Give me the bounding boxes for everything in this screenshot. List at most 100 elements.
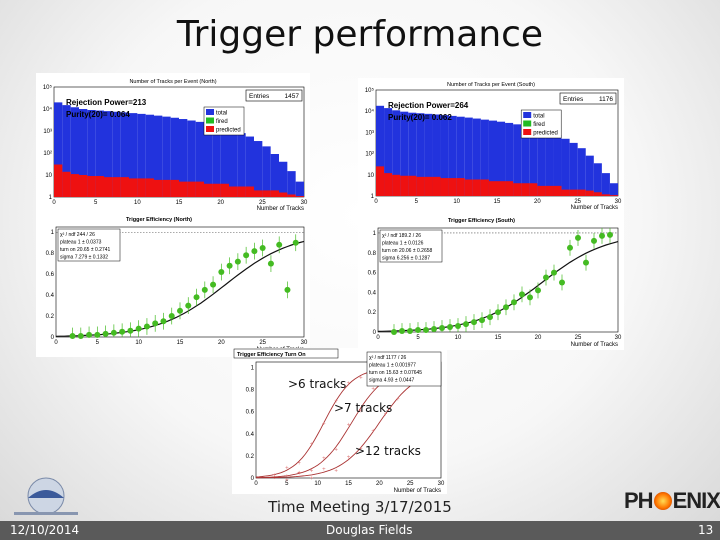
hist-xlabel: Number of Tracks (257, 206, 304, 212)
hist-bar-predicted (585, 190, 594, 196)
hist-bar-total (561, 138, 570, 196)
phenix-logo-sun-icon (653, 492, 672, 510)
eff-point (267, 260, 274, 267)
turnon-stats-line: turn on 15.63 ± 0.07645 (369, 370, 422, 376)
hist-bar-total (577, 148, 586, 196)
eff-stats-line: plateau 1 ± 0.0373 (60, 240, 102, 246)
eff-xtick-label: 20 (218, 340, 225, 346)
hist-ytick-label: 10 (367, 173, 374, 179)
hist-ytick-label: 10³ (43, 129, 52, 135)
hist-bar-total (279, 161, 288, 197)
legend-label: predicted (216, 128, 241, 134)
hist-xtick-label: 0 (374, 199, 378, 205)
hist-bar-total (448, 115, 457, 196)
turnon-ytick-label: 0 (251, 476, 255, 482)
turnon-xtick-label: 30 (438, 481, 445, 487)
hist-bar-predicted (472, 179, 481, 196)
eff-point (119, 328, 126, 335)
hist-bar-predicted (270, 190, 279, 197)
eff-xtick-label: 0 (54, 340, 58, 346)
hist-bar-predicted (154, 179, 163, 197)
entries-box (559, 92, 617, 105)
hist-xtick-label: 0 (52, 200, 56, 206)
hist-xtick-label: 5 (94, 200, 98, 206)
entries-label: Entries (249, 93, 270, 100)
turnon-xtick-label: 10 (314, 481, 321, 487)
turnon-point: + (347, 455, 351, 461)
turnon-stats-box (366, 351, 442, 387)
phenix-logo-after: ENIX (672, 488, 720, 513)
hist-ytick-label: 10 (45, 173, 52, 179)
hist-bar-predicted (408, 175, 417, 196)
eff-point (431, 326, 437, 333)
eff-title: Trigger Efficiency (South) (448, 218, 515, 224)
hist-bar-predicted (204, 183, 213, 197)
hist-bar-total (505, 122, 514, 196)
hist-xtick-label: 30 (301, 200, 308, 206)
turnon-point: + (297, 471, 301, 477)
turnon-point: + (359, 375, 363, 381)
turnon-point: + (322, 421, 326, 427)
hist-bar-predicted (432, 176, 441, 196)
phenix-logo-before: PH (624, 488, 654, 513)
hist-xtick-label: 10 (453, 199, 460, 205)
turnon-point: + (322, 467, 326, 473)
eff-point (543, 274, 549, 281)
eff-point (583, 259, 589, 266)
eff-ytick-label: 0.8 (368, 251, 377, 257)
eff-stats-line: χ² / ndf 189.2 / 26 (382, 233, 421, 239)
eff-stats-line: plateau 1 ± 0.0126 (382, 241, 424, 247)
eff-point (471, 319, 477, 326)
hist-ytick-label: 10⁵ (365, 87, 375, 94)
hist-bar-predicted (464, 179, 473, 196)
eff-ytick-label: 0.2 (368, 310, 377, 316)
hist-bar-predicted (254, 190, 263, 197)
eff-stats-line: sigma 7.279 ± 0.1332 (60, 255, 108, 261)
hist-bar-total (392, 110, 401, 196)
hist-bar-predicted (601, 194, 610, 196)
turnon-point: + (371, 386, 375, 392)
eff-ytick-label: 1 (373, 231, 377, 237)
turnon-title: Trigger Efficiency Turn On (237, 352, 306, 358)
hist-bar-total (145, 114, 154, 197)
south-charts: Number of Tracks per Event (South)0 5 10 15… (365, 82, 622, 348)
hist-bar-total (212, 125, 221, 197)
turnon-point: + (334, 468, 338, 474)
hist-bar-total (432, 114, 441, 196)
hist-bar-total (104, 111, 113, 197)
eff-point (201, 286, 208, 293)
eff-xlabel: Number of Tracks (571, 342, 618, 348)
eff-point (193, 294, 200, 301)
hist-bar-total (424, 113, 433, 196)
eff-xtick-label: 0 (376, 335, 380, 341)
eff-xtick-label: 10 (455, 335, 462, 341)
eff-point (591, 237, 597, 244)
turnon-title-box (233, 348, 339, 359)
turnon-point: + (310, 442, 314, 448)
hist-bar-total (195, 121, 204, 197)
hist-bar-total (287, 171, 296, 197)
hist-bar-total (87, 110, 96, 197)
hist-ytick-label: 10³ (365, 130, 374, 136)
eff-point (399, 328, 405, 335)
eff-point (607, 231, 613, 238)
hist-bar-predicted (569, 189, 578, 196)
turnon-point: + (297, 470, 301, 476)
turnon-ytick-label: 0.4 (246, 432, 255, 438)
hist-bar-predicted (416, 176, 425, 196)
hist-bar-predicted (245, 186, 254, 197)
turnon-point: + (297, 461, 301, 467)
hist-bar-predicted (279, 192, 288, 197)
eff-xtick-label: 20 (535, 335, 542, 341)
hist-xtick-label: 25 (259, 200, 266, 206)
legend-label: total (216, 111, 227, 117)
eff-point (276, 241, 283, 248)
eff-stats-line: turn on 20.65 ± 0.2741 (60, 247, 111, 253)
hist-bar-predicted (129, 178, 138, 197)
eff-ytick-label: 0.6 (46, 272, 55, 278)
turnon-xtick-label: 25 (407, 481, 414, 487)
hist-bar-total (254, 141, 263, 197)
eff-point (102, 330, 109, 337)
hist-bar-total (521, 126, 530, 196)
eff-xtick-label: 30 (615, 335, 622, 341)
